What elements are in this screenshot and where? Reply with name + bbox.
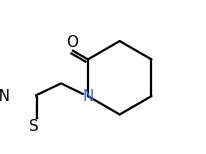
Text: N: N [82,89,94,104]
Text: S: S [29,119,39,134]
Text: O: O [66,34,78,50]
Text: H₂N: H₂N [0,89,10,104]
